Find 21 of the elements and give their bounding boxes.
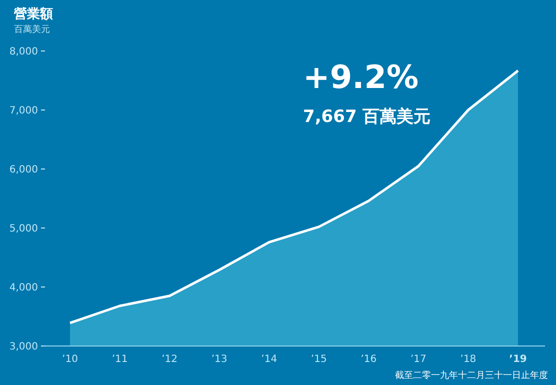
x-tick-label: ’12 [162, 354, 178, 365]
chart-title: 營業額 [14, 6, 53, 22]
x-tick-label: ’16 [360, 354, 377, 365]
x-tick-label: ’10 [62, 354, 78, 365]
y-axis-title: 百萬美元 [14, 24, 50, 35]
x-tick-label: ’19 [509, 354, 527, 365]
x-tick-label: ’13 [211, 354, 228, 365]
y-tick-label: 8,000 [9, 46, 38, 58]
x-tick-label: ’11 [112, 354, 128, 365]
y-tick-label: 4,000 [9, 282, 38, 294]
x-tick-label: ’18 [460, 354, 476, 365]
y-tick-label: 7,000 [9, 106, 38, 116]
x-tick-label: ’15 [310, 354, 327, 365]
y-tick-label: 5,000 [9, 224, 38, 234]
annotation: +9.2% [303, 58, 419, 96]
annotation: 7,667 百萬美元 [303, 107, 431, 127]
y-tick-label: 6,000 [9, 164, 38, 176]
y-tick-label: 3,000 [9, 342, 38, 352]
x-tick-label: ’14 [261, 354, 278, 365]
text: 截至二零一九年十二月三十一日止年度 [395, 370, 548, 381]
x-tick-label: ’17 [410, 354, 426, 365]
